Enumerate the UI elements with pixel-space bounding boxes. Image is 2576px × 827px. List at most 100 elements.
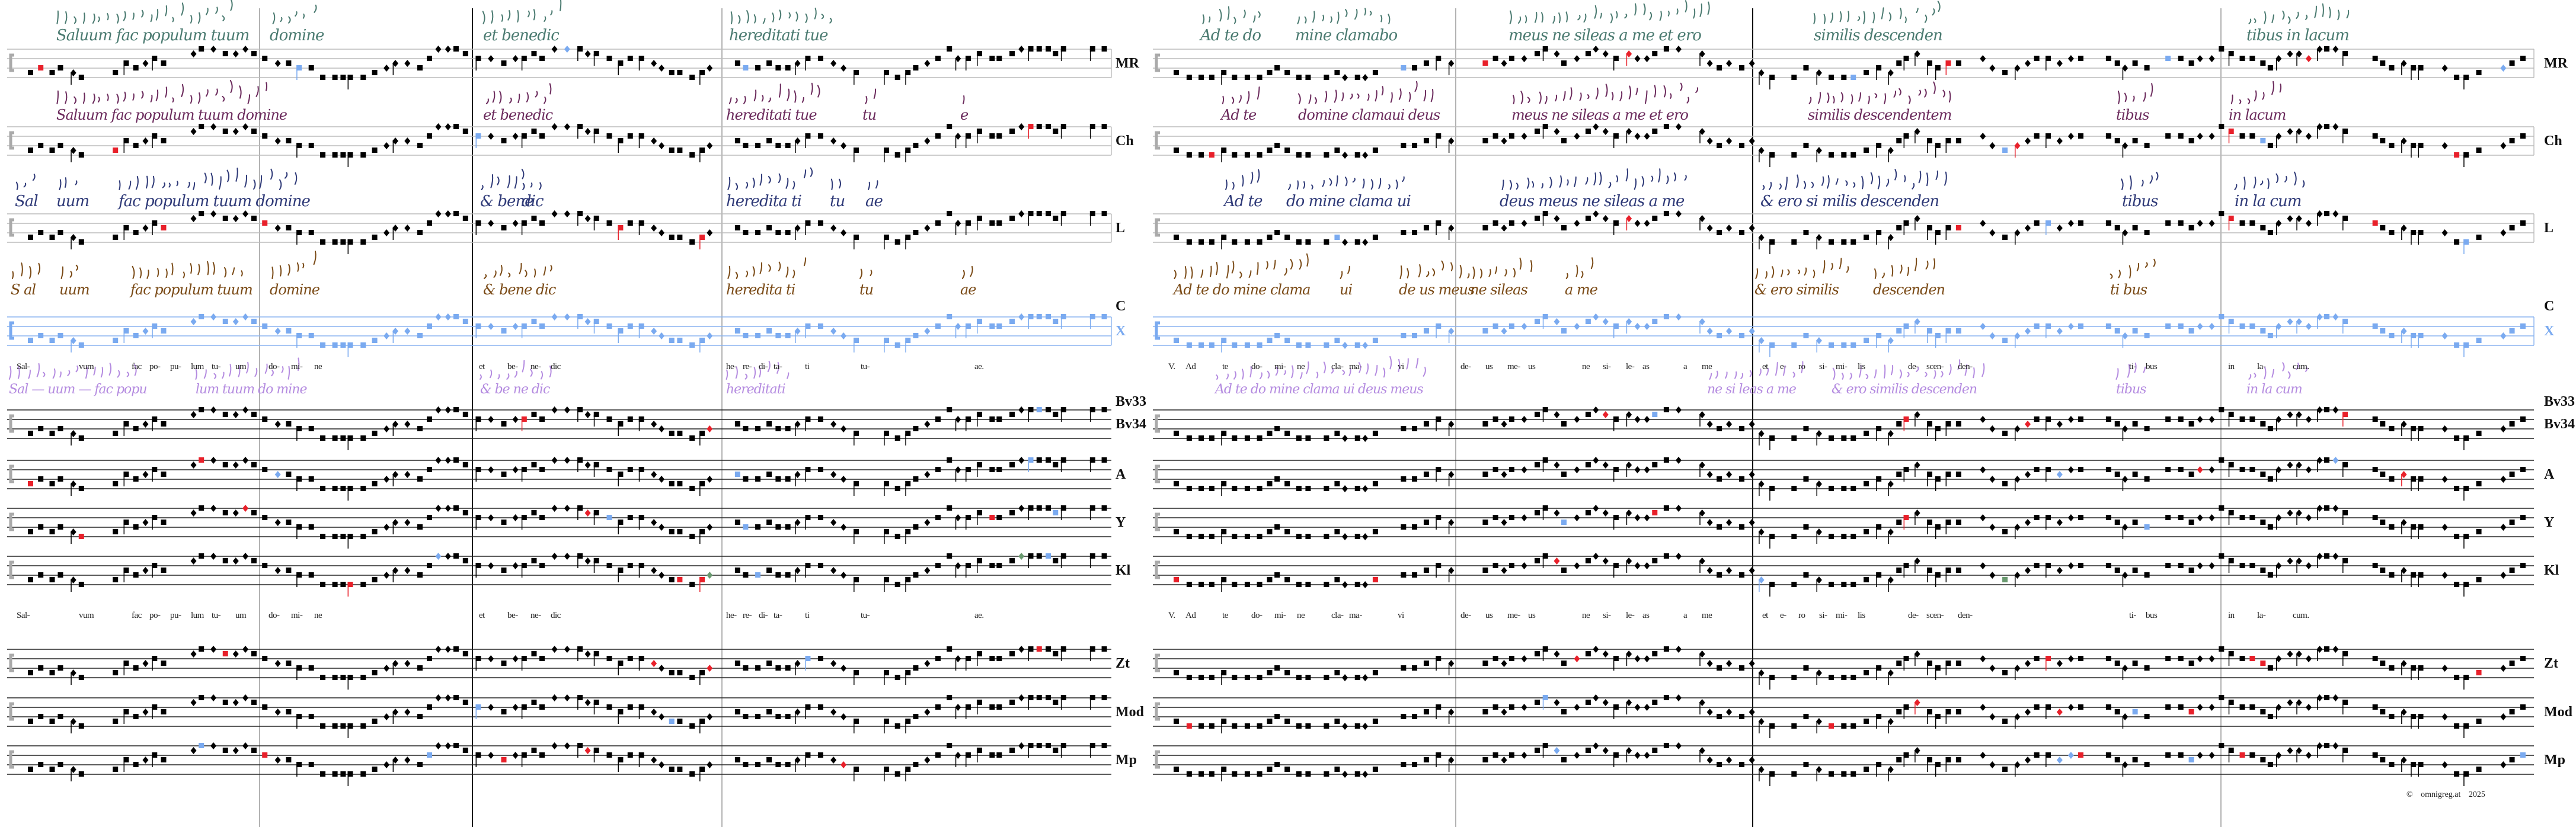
neume-stroke — [1658, 168, 1661, 182]
note-diamond — [1626, 699, 1632, 706]
neume-stroke — [1916, 8, 1919, 14]
note — [1935, 333, 1941, 338]
note-diamond — [383, 665, 390, 672]
note — [1850, 435, 1856, 441]
neume-stroke — [1634, 3, 1637, 16]
note — [296, 65, 302, 70]
manuscript-text-mr: hereditati tue — [729, 27, 828, 44]
note — [78, 239, 84, 245]
note-diamond — [2209, 220, 2215, 227]
note — [2249, 416, 2255, 422]
note-diamond — [2296, 557, 2302, 565]
note — [222, 462, 228, 467]
note-diamond — [1448, 519, 1455, 526]
note — [1036, 46, 1042, 52]
note — [1257, 582, 1263, 587]
neume-stroke — [1247, 91, 1250, 104]
note — [1244, 534, 1250, 539]
neume-stroke — [117, 370, 120, 378]
neume-stroke — [1684, 175, 1687, 181]
note-diamond — [840, 229, 847, 236]
lyric-syllable: te — [1222, 362, 1228, 371]
note — [2324, 407, 2330, 412]
neume-stroke — [1858, 364, 1862, 378]
neume-stroke — [1334, 89, 1337, 103]
neume-stroke — [1395, 179, 1398, 190]
note-diamond — [70, 147, 76, 154]
note-diamond — [2197, 133, 2203, 140]
note — [894, 239, 900, 245]
note — [1803, 665, 1809, 671]
note — [1232, 75, 1238, 80]
note — [2324, 646, 2330, 652]
note — [669, 338, 675, 343]
neume-group-bv33 — [2248, 362, 2308, 380]
neume-stroke — [229, 364, 232, 377]
note — [2249, 752, 2255, 758]
neume-group-c — [1565, 257, 1594, 279]
note — [1896, 520, 1902, 525]
note-diamond — [1574, 562, 1580, 569]
note — [1717, 426, 1722, 431]
note-diamond — [435, 210, 442, 217]
note — [1221, 235, 1227, 240]
note — [1482, 568, 1488, 573]
note — [1769, 582, 1775, 587]
note — [1542, 457, 1548, 463]
note — [1829, 771, 1834, 777]
neume-stroke — [501, 14, 504, 22]
neume-group-l — [1225, 169, 1260, 190]
note-diamond — [1816, 337, 1822, 344]
note-diamond — [1018, 313, 1025, 320]
note — [577, 505, 583, 511]
note — [1053, 129, 1059, 134]
note-diamond — [1342, 533, 1348, 540]
note — [1089, 314, 1095, 319]
note-diamond — [1706, 757, 1713, 764]
note-diamond — [274, 225, 281, 232]
neume-group-l — [868, 180, 878, 190]
note — [1060, 407, 1066, 412]
neume-stroke — [768, 97, 771, 102]
neume-stroke — [1303, 181, 1306, 189]
note — [606, 752, 612, 758]
note — [965, 56, 971, 61]
note — [1903, 752, 1909, 758]
note — [627, 220, 633, 226]
note — [1791, 342, 1797, 348]
neume-group-l — [522, 182, 542, 190]
note — [1850, 486, 1856, 491]
neume-stroke — [814, 7, 817, 20]
note — [1508, 56, 1514, 61]
staff-bv34-left — [7, 406, 1111, 450]
note-diamond — [1644, 323, 1650, 330]
copyright-notice: © omnigreg.at 2025 — [2406, 790, 2491, 800]
note — [2188, 60, 2194, 66]
note — [1009, 510, 1015, 515]
neume-group-bv33 — [195, 357, 300, 380]
neume-stroke — [768, 176, 771, 184]
note — [372, 431, 378, 436]
note — [2178, 563, 2184, 568]
lyric-syllable: be- — [507, 611, 518, 620]
note — [251, 51, 257, 56]
neume-stroke — [489, 369, 493, 379]
note-diamond — [512, 55, 519, 62]
note — [1542, 124, 1548, 129]
note-diamond — [70, 480, 76, 488]
note — [2342, 558, 2348, 563]
manuscript-text-l: & ero si milis descenden — [1760, 193, 1939, 210]
note — [347, 582, 353, 587]
row-label-zt: Zt — [1116, 656, 1130, 671]
neume-stroke — [135, 175, 139, 190]
note — [1334, 529, 1340, 534]
note-diamond — [924, 225, 931, 232]
note — [2418, 143, 2424, 148]
note — [427, 704, 433, 710]
neume-stroke — [795, 11, 798, 22]
neume-stroke — [1418, 264, 1421, 278]
note — [1036, 457, 1042, 463]
note — [123, 138, 129, 143]
note — [1876, 524, 1882, 530]
note — [1274, 333, 1280, 338]
